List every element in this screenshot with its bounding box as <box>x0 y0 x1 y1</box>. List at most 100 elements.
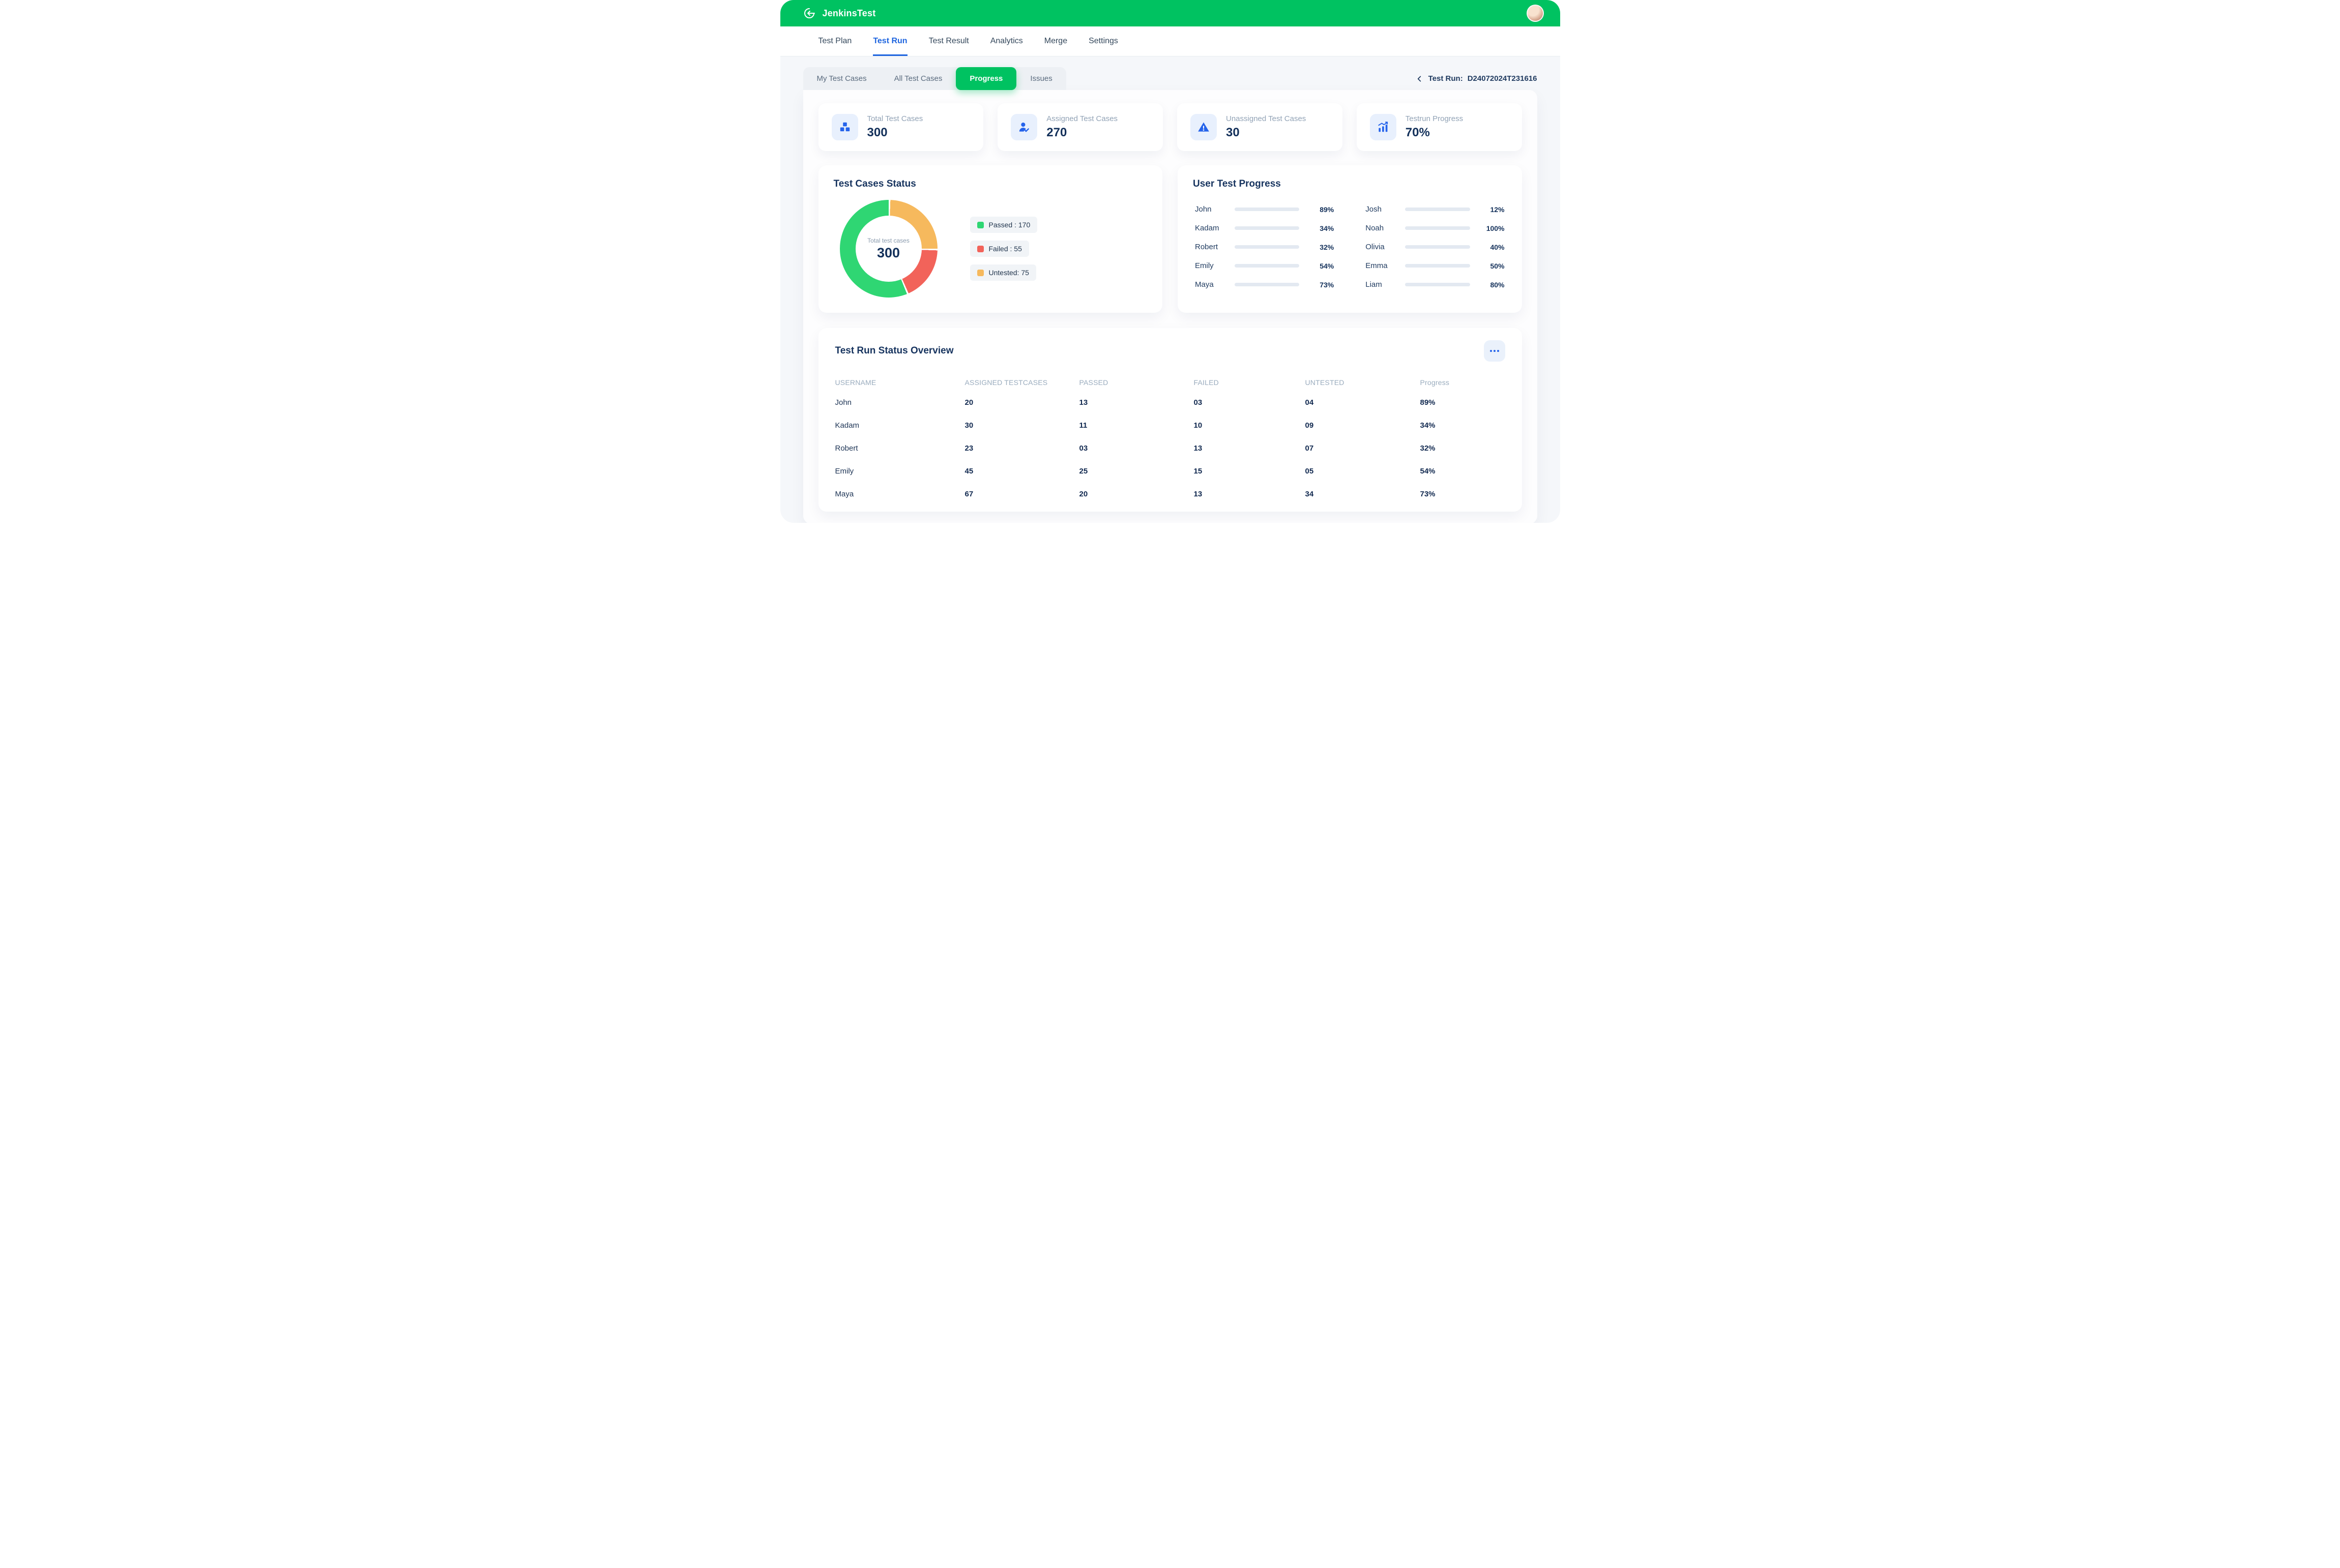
table-row: Emily 45 25 15 05 54% <box>835 460 1505 483</box>
donut-chart: Total test cases 300 <box>839 200 938 298</box>
stat-card-progress: Testrun Progress 70% <box>1356 103 1522 151</box>
progress-bar <box>1235 226 1300 230</box>
user-test-progress-card: User Test Progress John 89% Kadam <box>1178 165 1522 313</box>
progress-row: John 89% <box>1195 200 1334 219</box>
user-name: Kadam <box>1195 224 1219 232</box>
tab-test-run[interactable]: Test Run <box>873 26 908 56</box>
status-table: USERNAME ASSIGNED TESTCASES PASSED FAILE… <box>835 374 1505 506</box>
progress-bar <box>1405 245 1470 249</box>
page-body: My Test Cases All Test Cases Progress Is… <box>780 56 1560 523</box>
more-options-button[interactable] <box>1483 340 1505 362</box>
cell-progress: 89% <box>1420 398 1436 407</box>
cell-failed: 13 <box>1193 444 1203 453</box>
progress-bar <box>1405 264 1470 268</box>
progress-percent: 34% <box>1320 224 1334 232</box>
progress-bar <box>1235 245 1300 249</box>
progress-percent: 12% <box>1490 205 1505 214</box>
stat-value: 270 <box>1046 126 1067 139</box>
stats-row: Total Test Cases 300 Assigned Test Cases <box>818 103 1522 151</box>
stat-label: Testrun Progress <box>1405 114 1464 123</box>
tab-test-result[interactable]: Test Result <box>928 37 969 45</box>
subtab-my-test-cases[interactable]: My Test Cases <box>816 74 867 83</box>
cell-progress: 32% <box>1420 444 1436 453</box>
progress-bar <box>1405 283 1470 286</box>
untested-swatch <box>977 269 984 276</box>
progress-bar <box>1235 283 1300 286</box>
progress-row: Olivia 40% <box>1365 238 1504 256</box>
stat-label: Total Test Cases <box>867 114 923 123</box>
progress-column-right: Josh 12% Noah 100% Olivia <box>1365 200 1504 294</box>
failed-swatch <box>977 245 984 252</box>
cell-untested: 07 <box>1305 444 1314 453</box>
progress-row: Liam 80% <box>1365 275 1504 294</box>
progress-row: Kadam 34% <box>1195 219 1334 238</box>
cell-progress: 73% <box>1420 490 1436 498</box>
stat-value: 300 <box>867 126 888 139</box>
app-title: JenkinsTest <box>822 8 876 18</box>
donut-center-label: Total test cases <box>867 236 910 244</box>
cell-passed: 11 <box>1079 421 1088 430</box>
cell-passed: 13 <box>1079 398 1088 407</box>
cell-untested: 05 <box>1305 467 1314 476</box>
card-title: User Test Progress <box>1193 179 1281 189</box>
cell-passed: 03 <box>1079 444 1088 453</box>
cell-username: Robert <box>835 444 858 453</box>
tab-merge[interactable]: Merge <box>1044 37 1068 45</box>
tab-settings[interactable]: Settings <box>1089 37 1118 45</box>
warning-icon <box>1190 114 1217 140</box>
brand-wrap: JenkinsTest <box>803 7 876 20</box>
cell-progress: 54% <box>1420 467 1436 476</box>
col-untested: UNTESTED <box>1305 378 1344 387</box>
cell-assigned: 23 <box>964 444 974 453</box>
table-row: John 20 13 03 04 89% <box>835 391 1505 414</box>
avatar[interactable] <box>1526 5 1544 22</box>
progress-row: Emma 50% <box>1365 256 1504 275</box>
subtabs: My Test Cases All Test Cases Progress Is… <box>803 67 1066 90</box>
bar-chart-icon <box>1369 114 1396 140</box>
back-circle-icon[interactable] <box>803 7 816 20</box>
cell-username: Maya <box>835 490 854 498</box>
cell-failed: 03 <box>1193 398 1203 407</box>
subtab-all-test-cases[interactable]: All Test Cases <box>894 74 943 83</box>
cell-username: Kadam <box>835 421 860 430</box>
legend-item-passed: Passed : 170 <box>970 217 1038 233</box>
table-row: Maya 67 20 13 34 73% <box>835 483 1505 506</box>
cell-assigned: 67 <box>964 490 974 498</box>
progress-bar <box>1405 226 1470 230</box>
user-name: Emily <box>1195 261 1214 270</box>
donut-legend: Passed : 170 Failed : 55 Untested: 75 <box>970 217 1038 281</box>
subtab-issues[interactable]: Issues <box>1030 74 1052 83</box>
progress-percent: 89% <box>1320 205 1334 214</box>
cell-username: John <box>835 398 852 407</box>
stat-label: Assigned Test Cases <box>1046 114 1118 123</box>
cell-untested: 34 <box>1305 490 1314 498</box>
ellipsis-icon <box>1489 350 1492 352</box>
stat-value: 30 <box>1226 126 1240 139</box>
tab-test-plan[interactable]: Test Plan <box>818 37 852 45</box>
stat-card-total: Total Test Cases 300 <box>818 103 984 151</box>
card-title: Test Cases Status <box>833 179 916 189</box>
subtab-progress[interactable]: Progress <box>956 67 1017 90</box>
user-name: Liam <box>1365 280 1382 289</box>
legend-item-failed: Failed : 55 <box>970 241 1029 257</box>
user-name: Olivia <box>1365 243 1385 251</box>
testrun-label: Test Run: <box>1428 74 1463 83</box>
progress-percent: 73% <box>1320 280 1334 289</box>
cell-assigned: 30 <box>964 421 974 430</box>
user-name: Maya <box>1195 280 1214 289</box>
tab-analytics[interactable]: Analytics <box>990 37 1023 45</box>
col-username: USERNAME <box>835 378 876 387</box>
cell-untested: 09 <box>1305 421 1314 430</box>
stat-label: Unassigned Test Cases <box>1226 114 1306 123</box>
progress-row: Maya 73% <box>1195 275 1334 294</box>
donut-center-value: 300 <box>876 245 900 260</box>
test-cases-status-card: Test Cases Status Total test cases 300 P <box>818 165 1162 313</box>
user-name: Emma <box>1365 261 1388 270</box>
progress-percent: 80% <box>1490 280 1505 289</box>
chevron-left-icon[interactable] <box>1416 75 1424 83</box>
subtabs-row: My Test Cases All Test Cases Progress Is… <box>803 67 1537 90</box>
progress-row: Emily 54% <box>1195 256 1334 275</box>
user-check-icon <box>1011 114 1038 140</box>
col-assigned: ASSIGNED TESTCASES <box>964 378 1048 387</box>
top-bar: JenkinsTest <box>780 0 1560 26</box>
